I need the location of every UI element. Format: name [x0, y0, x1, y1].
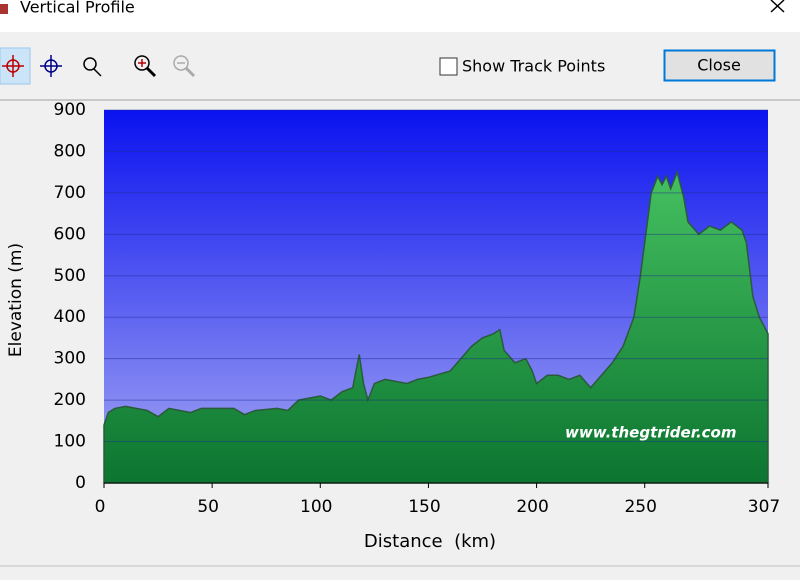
- y-tick-label: 400: [54, 307, 86, 327]
- x-tick-label: 50: [197, 497, 219, 517]
- y-tick-label: 200: [54, 390, 86, 410]
- x-tick-label: 200: [516, 497, 548, 517]
- window-title: Vertical Profile: [20, 0, 135, 17]
- y-tick-label: 300: [54, 349, 86, 369]
- x-axis-title: Distance (km): [364, 531, 496, 552]
- checkbox-label[interactable]: Show Track Points: [462, 57, 605, 76]
- x-tick-label: 250: [624, 497, 656, 517]
- app-icon: [0, 4, 8, 14]
- tool-zoom-in[interactable]: [134, 55, 157, 78]
- title-bar: [0, 0, 800, 32]
- tool-crosshair-red[interactable]: [2, 55, 24, 77]
- y-tick-label: 700: [54, 183, 86, 203]
- elevation-area: [103, 169, 769, 484]
- x-tick-label: 150: [408, 497, 440, 517]
- x-tick-label: 0: [95, 497, 106, 517]
- y-axis-title: Elevation (m): [6, 243, 26, 357]
- y-tick-label: 600: [54, 224, 86, 244]
- close-button-label[interactable]: Close: [697, 56, 741, 75]
- x-tick-label: 307: [748, 497, 780, 517]
- tool-zoom-box[interactable]: [83, 57, 102, 77]
- watermark: www.thegtrider.com: [565, 424, 736, 442]
- y-tick-label: 800: [54, 141, 86, 161]
- y-tick-label: 0: [75, 473, 86, 493]
- checkbox[interactable]: [439, 57, 458, 76]
- x-tick-label: 100: [300, 497, 332, 517]
- close-x[interactable]: [770, 0, 785, 13]
- y-tick-label: 100: [54, 432, 86, 452]
- close-button[interactable]: [663, 49, 776, 82]
- y-tick-label: 500: [54, 266, 86, 286]
- tool-zoom-out[interactable]: [173, 55, 196, 78]
- tool-crosshair-blue[interactable]: [40, 55, 62, 77]
- y-tick-label: 900: [54, 100, 86, 120]
